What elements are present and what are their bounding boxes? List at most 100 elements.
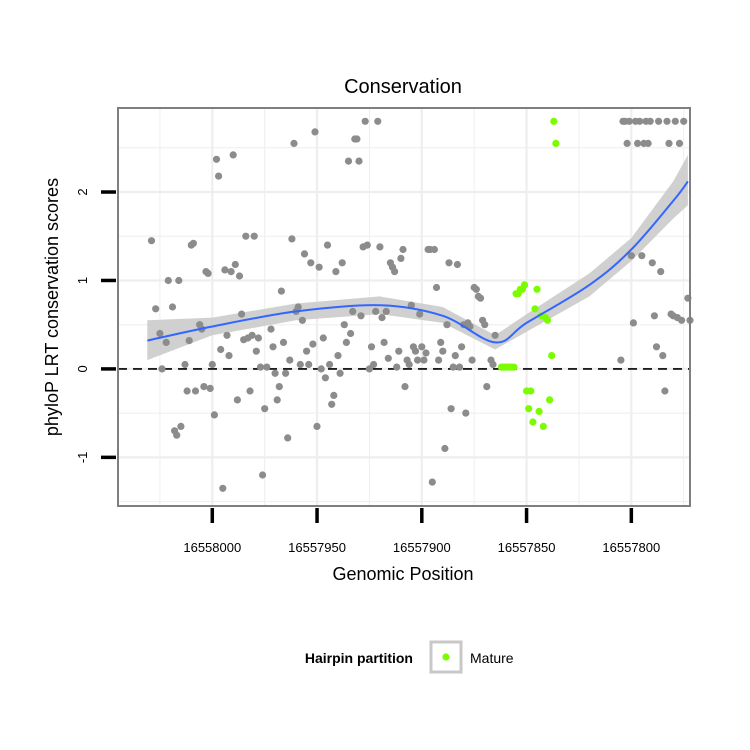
data-point — [638, 252, 646, 260]
data-point-mature — [510, 363, 518, 371]
data-point — [235, 272, 244, 280]
data-point — [652, 343, 661, 351]
data-point — [340, 321, 348, 329]
data-point — [162, 338, 170, 346]
y-tick-label: 0 — [75, 365, 90, 372]
data-point — [338, 259, 346, 267]
data-point — [393, 363, 401, 371]
x-tick-label: 16557950 — [288, 540, 346, 555]
data-point — [275, 383, 283, 391]
data-point — [164, 276, 172, 285]
legend-entry-mature: Mature — [470, 650, 514, 666]
data-point-mature — [527, 387, 535, 395]
data-point — [305, 360, 313, 369]
data-point — [252, 347, 260, 355]
data-point — [625, 117, 633, 125]
data-point — [200, 383, 208, 391]
chart-title: Conservation — [344, 76, 462, 98]
data-point — [344, 157, 353, 165]
data-point — [269, 343, 277, 351]
data-point — [204, 269, 212, 277]
legend-title: Hairpin partition — [305, 650, 413, 666]
data-point — [185, 337, 193, 345]
data-point — [191, 387, 200, 395]
data-point-mature — [546, 396, 554, 404]
data-point — [223, 331, 231, 339]
data-point — [250, 232, 258, 240]
data-point — [644, 139, 652, 147]
data-point — [332, 268, 340, 276]
data-point — [414, 356, 422, 364]
data-point — [238, 310, 246, 318]
data-point — [282, 369, 290, 377]
data-point — [648, 259, 656, 267]
data-point-mature — [535, 407, 543, 415]
data-point — [384, 354, 392, 362]
data-point — [315, 263, 323, 271]
data-point — [294, 303, 302, 311]
x-axis-label: Genomic Position — [332, 564, 473, 584]
data-point — [476, 294, 485, 302]
data-point — [307, 259, 315, 267]
data-point — [357, 312, 365, 320]
data-point — [678, 316, 686, 324]
data-point — [259, 471, 267, 479]
data-point — [147, 237, 156, 245]
data-point — [221, 266, 229, 274]
data-point — [183, 387, 191, 395]
data-point — [296, 360, 304, 369]
data-point — [242, 232, 250, 240]
data-point — [395, 347, 403, 355]
data-point — [215, 172, 223, 180]
data-point — [227, 268, 235, 276]
data-point-mature — [548, 352, 556, 360]
data-point — [481, 321, 489, 329]
x-axis: 16558000 16557950 16557900 16557850 16557800 — [183, 508, 660, 555]
data-point — [300, 250, 309, 258]
data-point — [156, 329, 164, 338]
data-point — [411, 347, 420, 355]
y-axis-label: phyloP LRT conservation scores — [42, 178, 62, 436]
data-point — [443, 321, 451, 329]
y-tick-label: 1 — [75, 277, 90, 284]
data-point — [489, 360, 497, 369]
data-point — [665, 139, 673, 147]
data-point — [627, 252, 635, 260]
x-tick-label: 16558000 — [183, 540, 241, 555]
x-tick-label: 16557900 — [393, 540, 451, 555]
data-point — [367, 343, 376, 351]
data-point-mature — [525, 405, 533, 413]
data-point — [382, 307, 390, 315]
data-point — [441, 444, 449, 453]
data-point — [328, 400, 336, 408]
data-point — [323, 241, 332, 249]
data-point — [401, 383, 409, 391]
data-point — [451, 352, 459, 360]
data-point-mature — [529, 418, 537, 426]
data-point — [445, 259, 453, 267]
data-point — [158, 365, 166, 373]
data-point — [347, 329, 355, 338]
y-tick-label: -1 — [75, 452, 90, 464]
data-point — [422, 349, 430, 357]
data-point — [680, 117, 688, 125]
data-point — [405, 360, 413, 369]
smooth-line — [147, 180, 689, 344]
data-point — [326, 360, 334, 369]
data-point — [311, 128, 319, 136]
data-point — [290, 139, 298, 147]
data-point — [374, 117, 382, 125]
data-point — [206, 384, 214, 392]
data-point — [303, 347, 311, 355]
data-point — [231, 260, 239, 269]
data-point — [428, 478, 436, 486]
data-point — [671, 117, 679, 125]
data-point — [634, 139, 642, 147]
data-point — [349, 307, 357, 315]
data-point — [248, 331, 256, 339]
data-point — [273, 396, 281, 404]
data-point — [177, 422, 185, 430]
data-point — [286, 356, 294, 364]
data-point — [437, 338, 445, 346]
data-point — [455, 363, 464, 371]
